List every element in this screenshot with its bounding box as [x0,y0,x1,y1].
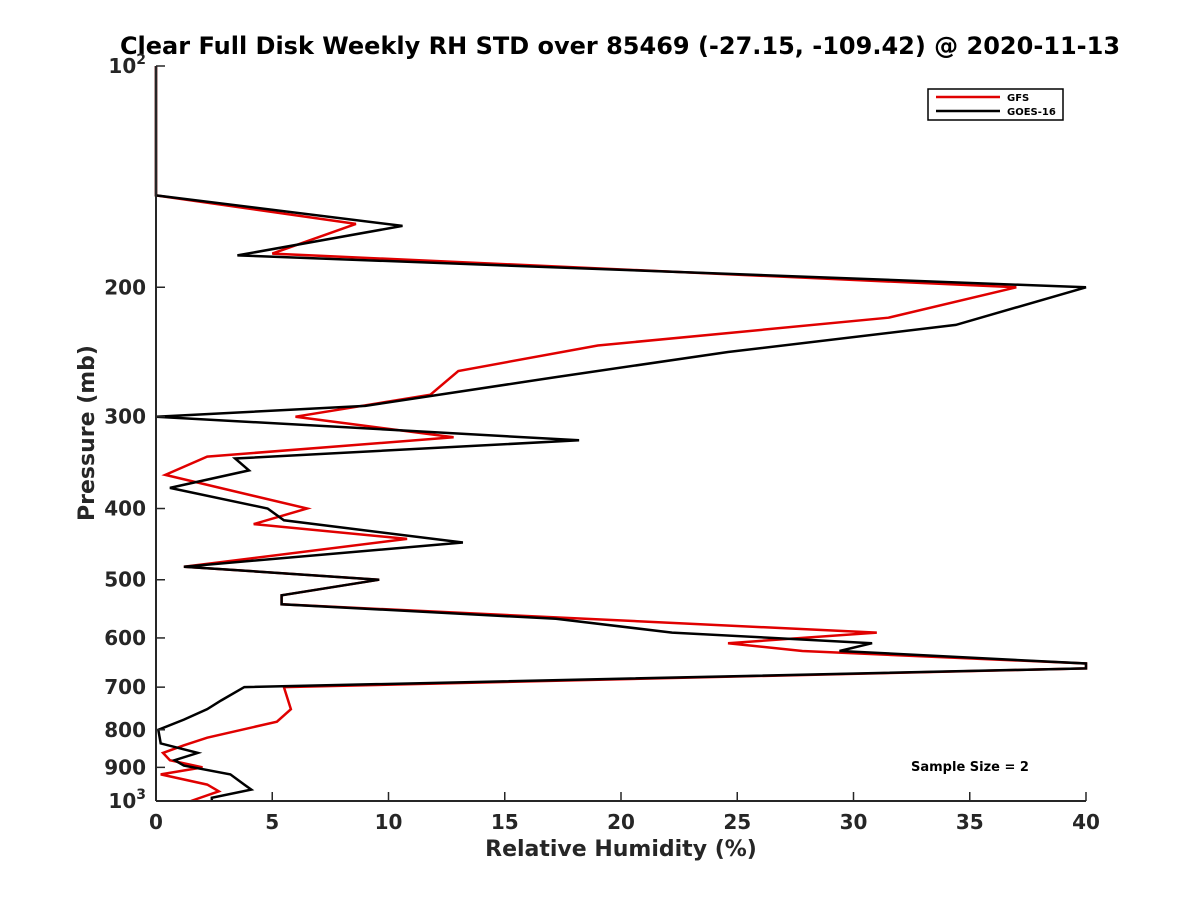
x-tick-label: 25 [723,810,751,834]
legend-box [927,88,1064,121]
y-tick-label: 700 [104,675,146,699]
x-tick-label: 20 [607,810,635,834]
x-tick-label: 35 [956,810,984,834]
legend-label-goes16: GOES-16 [1007,107,1056,118]
y-tick-label: 400 [104,497,146,521]
y-tick-label: 200 [104,275,146,299]
y-tick-label: 600 [104,626,146,650]
x-tick-label: 0 [149,810,163,834]
y-tick-label: 300 [104,405,146,429]
series-line-goes-16 [154,66,1088,801]
x-tick-label: 30 [840,810,868,834]
sample-size-annotation: Sample Size = 2 [911,760,1029,775]
legend-label-gfs: GFS [1007,93,1029,104]
y-tick-label: 800 [104,718,146,742]
y-tick-label: 500 [104,568,146,592]
x-tick-label: 15 [491,810,519,834]
x-axis-ticks: 0 5 10 15 20 25 30 35 40 [149,792,1100,834]
x-tick-label: 10 [375,810,403,834]
chart-title: Clear Full Disk Weekly RH STD over 85469… [120,32,1120,60]
series-lines [154,66,1088,803]
x-tick-label: 5 [265,810,279,834]
x-axis-title: Relative Humidity (%) [485,837,757,862]
y-axis-title: Pressure (mb) [75,345,100,521]
y-tick-label: 900 [104,755,146,779]
legend: GFS GOES-16 [927,88,1064,121]
x-tick-label: 40 [1072,810,1100,834]
